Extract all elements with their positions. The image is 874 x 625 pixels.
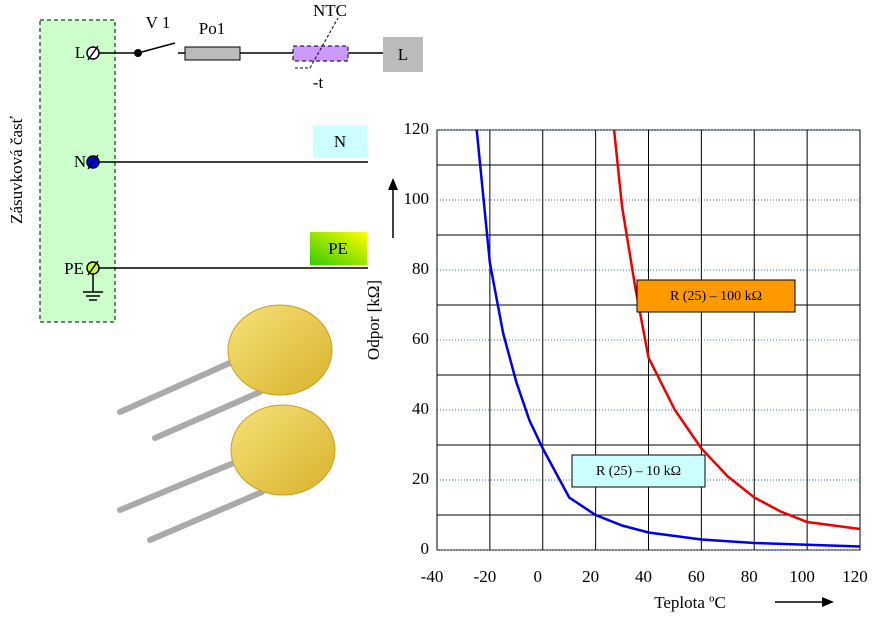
x-tick-label: 0 <box>534 567 543 586</box>
terminal-label: L <box>75 43 85 62</box>
y-tick-label: 40 <box>412 399 429 418</box>
x-tick-label: 40 <box>635 567 652 586</box>
series-line <box>475 129 861 548</box>
x-tick-label: 20 <box>582 567 599 586</box>
switch-label: V 1 <box>146 13 171 32</box>
terminal-label: N <box>74 152 86 171</box>
y-tick-label: 120 <box>404 119 430 138</box>
ntc-label: NTC <box>313 1 347 20</box>
y-tick-label: 20 <box>412 469 429 488</box>
x-tick-label: 60 <box>688 567 705 586</box>
out-box <box>383 37 423 72</box>
wiring <box>83 42 383 301</box>
y-tick-label: 0 <box>421 539 430 558</box>
out-label: L <box>398 45 408 64</box>
y-tick-label: 60 <box>412 329 429 348</box>
legend-label: R (25) – 10 kΩ <box>596 464 681 479</box>
x-tick-label: 120 <box>842 567 868 586</box>
legend-box <box>571 454 706 488</box>
out-label: PE <box>328 239 348 258</box>
x-axis-label: Teplota ºC <box>654 593 726 612</box>
x-tick-label: -20 <box>474 567 497 586</box>
out-label: N <box>334 132 346 151</box>
terminal-label: PE <box>64 259 84 278</box>
x-tick-label: 80 <box>741 567 758 586</box>
out-box <box>313 125 367 158</box>
socket-box <box>39 19 116 323</box>
fuse <box>184 46 241 61</box>
y-tick-label: 100 <box>404 189 430 208</box>
x-tick-label: 100 <box>789 567 815 586</box>
thermistor-photo <box>117 304 336 543</box>
ntc <box>292 45 349 62</box>
switch-pivot <box>134 49 142 57</box>
x-tick-label: -40 <box>421 567 444 586</box>
chart: 0 20 40 60 80 100 120 -40 -20 0 20 40 60 80 100 120 Odpo… <box>364 119 868 612</box>
fuse-label: Po1 <box>199 19 225 38</box>
socket-label: Zásuvková časť <box>7 116 26 224</box>
ntc-temp: -t <box>313 73 324 92</box>
legend-box <box>636 279 796 313</box>
legend-label: R (25) – 100 kΩ <box>670 289 762 304</box>
axis-arrow <box>822 597 834 607</box>
out-box <box>310 232 367 265</box>
y-axis-label: Odpor [kΩ] <box>364 280 383 360</box>
ntc-arrow <box>295 17 339 69</box>
y-tick-label: 80 <box>412 259 429 278</box>
axis-arrow <box>388 178 398 190</box>
series-line <box>612 129 861 531</box>
